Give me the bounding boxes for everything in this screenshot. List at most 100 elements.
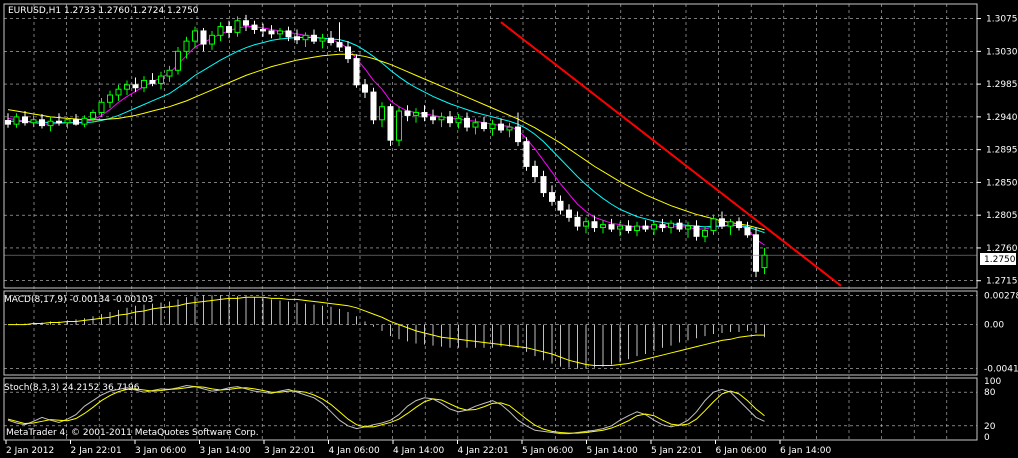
candle[interactable]	[557, 195, 564, 215]
candle[interactable]	[668, 220, 674, 234]
candle-body	[600, 224, 606, 229]
candle[interactable]	[311, 29, 317, 45]
candle[interactable]	[56, 113, 62, 126]
candle[interactable]	[166, 65, 173, 82]
candle[interactable]	[693, 220, 700, 241]
panel-frame	[3, 377, 978, 441]
current-price-box	[980, 253, 1016, 265]
candle[interactable]	[141, 76, 147, 93]
candle[interactable]	[243, 14, 249, 31]
candle[interactable]	[234, 16, 241, 37]
candle[interactable]	[200, 28, 207, 52]
candle[interactable]	[98, 97, 105, 117]
candle[interactable]	[132, 77, 139, 93]
candle[interactable]	[634, 221, 640, 237]
candle[interactable]	[549, 185, 555, 206]
candle[interactable]	[421, 105, 428, 122]
candle[interactable]	[583, 217, 589, 234]
candle[interactable]	[481, 116, 487, 132]
candle[interactable]	[540, 170, 547, 197]
candle[interactable]	[404, 105, 411, 122]
candle[interactable]	[379, 102, 385, 128]
candle[interactable]	[659, 218, 666, 232]
candle[interactable]	[90, 109, 96, 123]
candle[interactable]	[515, 112, 521, 146]
candle[interactable]	[345, 41, 351, 63]
candle[interactable]	[73, 113, 79, 126]
candle[interactable]	[268, 25, 275, 39]
candle[interactable]	[183, 36, 190, 59]
candle[interactable]	[574, 211, 581, 231]
candle[interactable]	[22, 111, 28, 126]
candle[interactable]	[702, 226, 708, 243]
candle[interactable]	[532, 160, 538, 183]
candle[interactable]	[498, 118, 504, 133]
candle[interactable]	[370, 87, 377, 125]
candle[interactable]	[472, 118, 479, 135]
candle[interactable]	[39, 113, 45, 129]
candle[interactable]	[387, 103, 394, 146]
candle[interactable]	[175, 46, 181, 75]
candle[interactable]	[149, 73, 156, 87]
candle[interactable]	[719, 211, 725, 230]
candle[interactable]	[294, 29, 300, 45]
candle[interactable]	[115, 84, 122, 101]
candle[interactable]	[5, 113, 11, 128]
candle[interactable]	[413, 108, 419, 123]
candle[interactable]	[328, 30, 334, 46]
candle[interactable]	[362, 79, 368, 98]
stochastic-panel[interactable]	[7, 384, 765, 435]
candle[interactable]	[651, 221, 657, 235]
candle[interactable]	[192, 26, 198, 49]
candle[interactable]	[761, 247, 768, 275]
candle[interactable]	[336, 22, 343, 52]
candle[interactable]	[260, 23, 266, 37]
candle[interactable]	[642, 220, 649, 232]
candle[interactable]	[523, 137, 530, 171]
candle[interactable]	[600, 220, 606, 234]
candle[interactable]	[455, 113, 462, 129]
candle[interactable]	[608, 218, 615, 232]
candle[interactable]	[13, 113, 20, 128]
candle[interactable]	[753, 227, 759, 278]
candle[interactable]	[353, 54, 360, 88]
candle[interactable]	[319, 33, 326, 49]
candle[interactable]	[47, 116, 54, 132]
candle[interactable]	[124, 80, 130, 96]
candle[interactable]	[685, 221, 691, 238]
candle[interactable]	[566, 204, 572, 222]
candle[interactable]	[396, 106, 402, 146]
candle[interactable]	[625, 220, 632, 234]
macd-panel[interactable]	[8, 295, 765, 369]
candle[interactable]	[64, 116, 71, 129]
candle[interactable]	[81, 115, 88, 128]
candle[interactable]	[736, 217, 742, 231]
candle[interactable]	[107, 90, 113, 109]
trendline[interactable]	[500, 21, 842, 287]
price-panel[interactable]	[4, 14, 977, 287]
candle[interactable]	[226, 20, 232, 39]
candle[interactable]	[209, 30, 215, 50]
candle[interactable]	[447, 111, 453, 128]
candle[interactable]	[217, 22, 224, 42]
candle[interactable]	[277, 28, 283, 40]
candle[interactable]	[251, 20, 258, 34]
candle[interactable]	[710, 214, 717, 235]
candle[interactable]	[30, 115, 37, 128]
candle[interactable]	[617, 221, 623, 237]
candle[interactable]	[158, 71, 164, 90]
candle[interactable]	[506, 122, 513, 138]
candle-body	[438, 116, 445, 121]
candle[interactable]	[285, 26, 292, 42]
candle[interactable]	[464, 112, 470, 132]
candle[interactable]	[744, 221, 751, 238]
candle[interactable]	[302, 32, 309, 47]
candle[interactable]	[591, 215, 598, 232]
candle[interactable]	[430, 109, 436, 125]
candle[interactable]	[438, 112, 445, 128]
candle[interactable]	[489, 119, 496, 136]
candle[interactable]	[727, 218, 734, 235]
candle[interactable]	[676, 218, 683, 232]
